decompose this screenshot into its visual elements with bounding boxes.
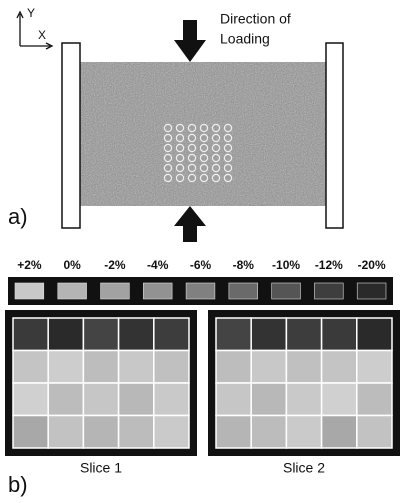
legend-label: -10% xyxy=(272,258,300,272)
legend-swatch xyxy=(143,283,172,299)
strain-cell xyxy=(119,416,154,449)
strain-cell xyxy=(154,318,189,351)
slices: Slice 1 Slice 2 xyxy=(5,310,400,476)
strain-cell xyxy=(286,416,321,449)
strain-cell xyxy=(357,318,392,351)
legend-label: -20% xyxy=(358,258,386,272)
strain-cell xyxy=(13,383,48,416)
strain-cell xyxy=(216,318,251,351)
strain-cell xyxy=(322,318,357,351)
strain-cell xyxy=(83,416,118,449)
legend-swatch xyxy=(357,283,386,299)
strain-cell xyxy=(83,318,118,351)
legend-swatch xyxy=(186,283,215,299)
legend-swatch xyxy=(314,283,343,299)
strain-cell xyxy=(13,318,48,351)
left-plate xyxy=(62,43,80,228)
legend-swatch xyxy=(272,283,301,299)
strain-cell xyxy=(357,351,392,384)
figure: Y X Direction of Loading a) +2% 0% -2% -4% -… xyxy=(0,0,402,498)
legend-label: -4% xyxy=(147,258,169,272)
x-axis-label: X xyxy=(38,28,46,42)
strain-cell xyxy=(154,383,189,416)
legend-label: -12% xyxy=(315,258,343,272)
legend-swatch xyxy=(58,283,87,299)
strain-cell xyxy=(154,351,189,384)
strain-cell xyxy=(322,383,357,416)
panel-label: b) xyxy=(8,472,28,497)
strain-cell xyxy=(83,351,118,384)
panel-label: a) xyxy=(8,204,28,229)
y-axis-label: Y xyxy=(27,6,35,20)
strain-cell xyxy=(216,416,251,449)
right-plate xyxy=(326,43,343,228)
legend-swatch xyxy=(101,283,130,299)
legend-label: -6% xyxy=(190,258,212,272)
slice-label: Slice 1 xyxy=(80,460,122,476)
strain-cell xyxy=(251,318,286,351)
strain-cell xyxy=(357,383,392,416)
strain-cell xyxy=(154,416,189,449)
legend-label: 0% xyxy=(63,258,81,272)
strain-cell xyxy=(286,383,321,416)
strain-cell xyxy=(13,416,48,449)
legend-label: -2% xyxy=(104,258,126,272)
strain-cell xyxy=(357,416,392,449)
slice-label: Slice 2 xyxy=(283,460,325,476)
legend-swatch xyxy=(15,283,44,299)
strain-cell xyxy=(286,351,321,384)
strain-cell xyxy=(322,416,357,449)
strain-cell xyxy=(216,383,251,416)
strain-cell xyxy=(119,383,154,416)
strain-cell xyxy=(48,383,83,416)
strain-cell xyxy=(83,383,118,416)
annotation: Direction of xyxy=(220,11,291,27)
strain-cell xyxy=(48,318,83,351)
strain-cell xyxy=(216,351,251,384)
legend-label: -8% xyxy=(233,258,255,272)
strain-cell xyxy=(251,416,286,449)
strain-cell xyxy=(251,351,286,384)
strain-cell xyxy=(48,351,83,384)
strain-cell xyxy=(251,383,286,416)
strain-cell xyxy=(322,351,357,384)
strain-cell xyxy=(119,351,154,384)
legend-swatch xyxy=(229,283,258,299)
strain-cell xyxy=(13,351,48,384)
arrow-down xyxy=(174,20,206,62)
arrow-up xyxy=(174,206,206,242)
strain-cell xyxy=(48,416,83,449)
legend-label: +2% xyxy=(17,258,42,272)
strain-cell xyxy=(119,318,154,351)
strain-cell xyxy=(286,318,321,351)
annotation: Loading xyxy=(220,31,270,47)
